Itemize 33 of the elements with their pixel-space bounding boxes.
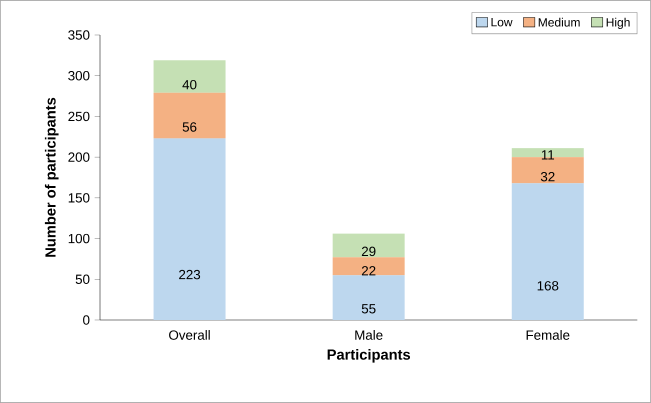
x-tick-label: Female: [526, 330, 570, 340]
bar: [332, 257, 405, 276]
data-label: 55: [362, 304, 376, 314]
x-tick-label: Male: [355, 330, 383, 340]
y-tick-label: 50: [76, 274, 90, 284]
x-tick-label: Overall: [169, 330, 210, 340]
x-axis-title: Participants: [328, 348, 410, 363]
bar: [154, 138, 226, 320]
y-tick-label: 250: [68, 112, 90, 122]
y-tick-label: 300: [68, 70, 90, 80]
bar: [332, 234, 405, 258]
y-tick-label: 350: [68, 30, 90, 40]
legend-label: Medium: [538, 18, 580, 27]
data-label: 168: [538, 281, 558, 291]
y-tick-label: 0: [83, 315, 90, 325]
bar: [512, 183, 584, 320]
legend-label: Low: [492, 18, 513, 26]
legend-label: High: [606, 18, 630, 29]
data-label: 223: [179, 270, 200, 280]
bar: [154, 60, 226, 93]
bar: [512, 148, 584, 158]
data-label: 56: [182, 122, 196, 132]
data-label: 40: [182, 80, 196, 90]
y-tick-label: 150: [68, 193, 90, 203]
data-label: 29: [362, 246, 376, 256]
bar: [154, 92, 226, 138]
data-label: 22: [362, 266, 376, 276]
y-tick-label: 100: [68, 234, 90, 244]
y-axis-title: Number of participants: [44, 98, 59, 257]
data-label: 11: [542, 150, 554, 160]
bar: [332, 275, 405, 320]
data-label: 32: [540, 172, 555, 182]
y-tick-label: 200: [68, 152, 90, 162]
